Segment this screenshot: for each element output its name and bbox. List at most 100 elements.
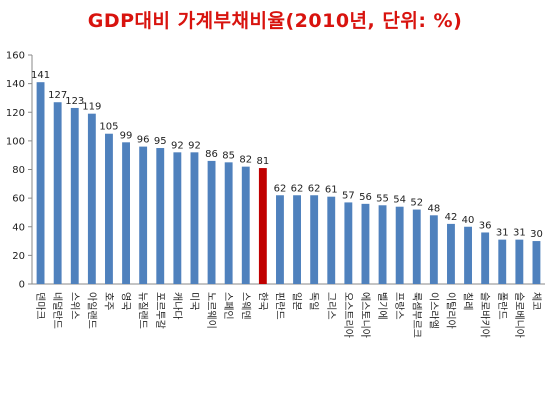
data-label: 48 xyxy=(427,203,440,214)
bar xyxy=(190,152,199,284)
bar xyxy=(241,166,250,284)
data-label: 85 xyxy=(222,150,235,161)
y-tick-label: 0 xyxy=(19,280,25,291)
bar xyxy=(344,202,353,284)
bar xyxy=(276,195,284,284)
x-tick-label: 룩셈부르크 xyxy=(410,292,422,338)
y-tick-label: 80 xyxy=(12,165,25,176)
bar xyxy=(105,133,113,284)
y-tick-label: 100 xyxy=(6,136,25,147)
bar xyxy=(156,148,165,284)
chart-title: GDP대비 가계부채비율(2010년, 단위: %) xyxy=(87,10,463,32)
data-label: 61 xyxy=(325,185,338,196)
x-tick-label: 덴마크 xyxy=(34,292,46,320)
x-tick-label: 그리스 xyxy=(325,292,337,320)
bar xyxy=(87,113,96,285)
data-label: 123 xyxy=(65,96,84,107)
y-tick-label: 40 xyxy=(12,222,25,233)
bar xyxy=(258,168,267,284)
y-tick-label: 160 xyxy=(6,51,25,62)
data-label: 62 xyxy=(274,183,287,194)
data-label: 92 xyxy=(171,140,184,151)
x-tick-label: 호주 xyxy=(102,292,114,310)
bar xyxy=(207,160,216,284)
x-tick-label: 폴란드 xyxy=(496,292,508,320)
data-label: 81 xyxy=(256,156,269,167)
bar xyxy=(361,203,370,284)
data-label: 40 xyxy=(462,215,475,226)
bar xyxy=(481,232,490,284)
data-label: 92 xyxy=(188,140,201,151)
data-label: 56 xyxy=(359,192,372,203)
data-label: 57 xyxy=(342,190,355,201)
bar xyxy=(122,142,130,284)
x-tick-label: 한국 xyxy=(256,292,268,310)
bar xyxy=(310,195,319,284)
data-label: 105 xyxy=(99,122,118,133)
bar xyxy=(36,82,45,284)
bar xyxy=(293,195,301,284)
bar xyxy=(412,209,421,284)
data-label: 30 xyxy=(530,229,543,240)
data-label: 62 xyxy=(291,183,304,194)
data-label: 31 xyxy=(496,228,509,239)
data-label: 42 xyxy=(445,212,458,223)
x-tick-label: 슬로베니아 xyxy=(513,292,525,338)
x-tick-label: 칠레 xyxy=(462,292,474,310)
y-tick-label: 120 xyxy=(6,108,25,119)
bar xyxy=(53,102,62,284)
x-tick-label: 오스트리아 xyxy=(342,292,354,338)
bar xyxy=(224,162,233,284)
x-tick-label: 스웨덴 xyxy=(239,292,251,320)
data-label: 119 xyxy=(82,102,101,113)
x-tick-label: 벨기에 xyxy=(376,292,388,320)
data-label: 99 xyxy=(120,130,133,141)
data-label: 31 xyxy=(513,228,526,239)
bar xyxy=(139,146,148,284)
x-tick-label: 네덜란드 xyxy=(51,292,63,329)
bar xyxy=(498,239,507,284)
x-tick-label: 슬로바키아 xyxy=(479,292,491,338)
x-tick-label: 미국 xyxy=(188,292,200,310)
x-tick-label: 뉴질랜드 xyxy=(137,292,149,329)
data-label: 96 xyxy=(137,135,150,146)
bar xyxy=(515,239,524,284)
bar xyxy=(395,206,404,284)
x-tick-label: 이탈리아 xyxy=(444,292,457,329)
bar xyxy=(464,226,472,284)
y-tick-label: 140 xyxy=(6,79,25,90)
x-tick-label: 이스라엘 xyxy=(427,292,440,329)
y-tick-label: 60 xyxy=(12,194,25,205)
bar xyxy=(429,215,438,284)
bar xyxy=(173,152,182,284)
data-label: 141 xyxy=(31,70,50,81)
x-tick-label: 핀란드 xyxy=(273,292,285,320)
x-tick-label: 일본 xyxy=(291,292,303,310)
bar xyxy=(447,223,455,284)
x-tick-label: 포르투갈 xyxy=(154,292,167,329)
bar xyxy=(378,205,387,284)
bar xyxy=(327,196,336,284)
x-tick-label: 영국 xyxy=(120,292,132,310)
bar xyxy=(532,241,541,284)
data-label: 86 xyxy=(205,149,218,160)
data-label: 82 xyxy=(239,155,252,166)
data-label: 55 xyxy=(376,193,389,204)
x-tick-label: 아일랜드 xyxy=(85,292,97,329)
data-label: 95 xyxy=(154,136,167,147)
data-label: 62 xyxy=(308,183,321,194)
bar xyxy=(70,107,79,285)
data-label: 52 xyxy=(410,198,423,209)
x-tick-label: 에스토니아 xyxy=(359,292,371,338)
x-tick-label: 스위스 xyxy=(68,292,81,320)
x-tick-label: 캐나다 xyxy=(171,292,183,320)
data-label: 54 xyxy=(393,195,406,206)
data-label: 127 xyxy=(48,90,67,101)
x-tick-label: 프랑스 xyxy=(393,292,405,320)
x-tick-label: 독일 xyxy=(308,292,320,310)
x-tick-label: 스페인 xyxy=(222,292,234,320)
x-tick-label: 노르웨이 xyxy=(205,292,217,329)
data-label: 36 xyxy=(479,220,492,231)
x-tick-label: 체코 xyxy=(530,292,542,310)
